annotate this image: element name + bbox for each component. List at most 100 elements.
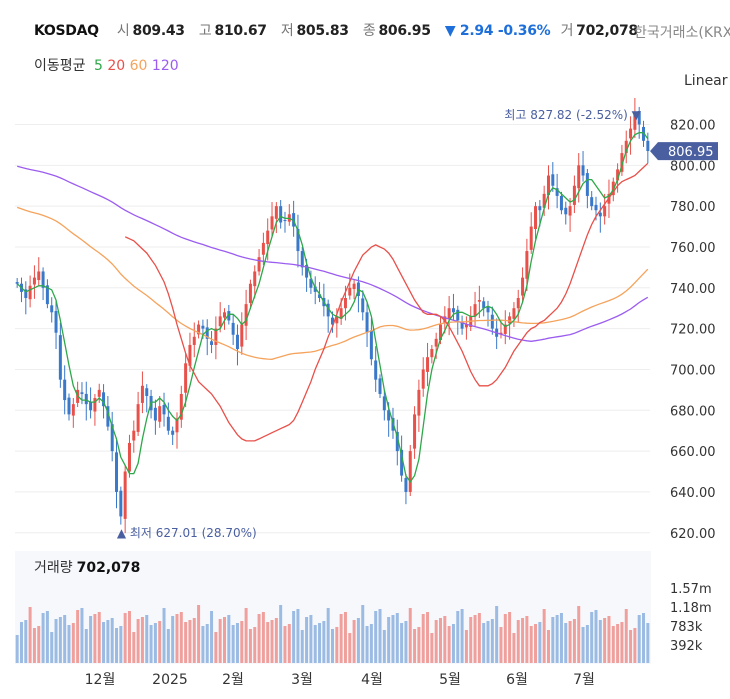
volume-bar xyxy=(464,630,468,663)
candle-body xyxy=(499,332,503,335)
x-tick-label: 6월 xyxy=(506,672,528,688)
volume-bar xyxy=(201,626,205,663)
x-tick-label: 4월 xyxy=(361,672,383,688)
candle-body xyxy=(205,327,209,339)
candle-body xyxy=(45,285,49,305)
volume-bar xyxy=(227,615,231,663)
low-value: 805.83 xyxy=(296,23,349,39)
candle-body xyxy=(123,471,127,519)
ma-120-line xyxy=(17,165,649,342)
candle-body xyxy=(106,406,110,427)
high-label: 고 xyxy=(198,23,212,39)
ma-legend[interactable]: 이동평균 5 20 60 120 xyxy=(34,55,179,75)
candle-body xyxy=(603,206,607,217)
candle-body xyxy=(188,344,192,366)
volume-panel-title: 거래량 xyxy=(34,560,73,576)
candle-body xyxy=(162,404,166,415)
volume-bar xyxy=(123,613,127,663)
volume-bar xyxy=(413,629,417,663)
volume-tick-label: 1.57m xyxy=(670,582,712,597)
candle-body xyxy=(80,392,84,394)
volume-bar xyxy=(253,627,257,663)
volume-bar xyxy=(175,614,179,663)
volume-bar xyxy=(555,615,559,663)
volume-bar xyxy=(456,611,460,663)
volume-bar xyxy=(421,614,425,663)
symbol-name[interactable]: KOSDAQ xyxy=(34,23,99,39)
candle-body xyxy=(145,388,149,396)
candle-body xyxy=(153,407,157,421)
volume-bar xyxy=(572,619,576,663)
volume-bar xyxy=(356,618,360,663)
volume-bar xyxy=(529,626,533,663)
volume-bar xyxy=(443,616,447,663)
volume-bar xyxy=(184,622,188,663)
x-tick-label: 3월 xyxy=(291,672,313,688)
candle-body xyxy=(158,406,162,422)
volume-bar xyxy=(598,620,602,663)
y-tick-label: 720.00 xyxy=(670,323,716,338)
candle-body xyxy=(274,206,278,219)
candle-body xyxy=(37,271,41,281)
candle-body xyxy=(490,314,494,329)
ma-20-line xyxy=(124,162,649,442)
candle-body xyxy=(63,379,67,401)
volume-bar xyxy=(581,627,585,663)
candle-body xyxy=(343,298,347,309)
volume-bar xyxy=(387,617,391,663)
ma-legend-item-120[interactable]: 120 xyxy=(151,58,179,74)
volume-bar xyxy=(590,612,594,663)
ma-legend-item-5[interactable]: 5 xyxy=(93,58,103,74)
volume-bar xyxy=(71,623,75,663)
candle-body xyxy=(555,188,559,196)
candle-body xyxy=(348,287,352,296)
volume-bar xyxy=(616,624,620,663)
volume-bar xyxy=(564,623,568,663)
volume-bar xyxy=(404,621,408,663)
volume-bar xyxy=(551,617,555,663)
volume-bar xyxy=(594,610,598,663)
last-price-label: 806.95 xyxy=(668,145,714,160)
y-tick-label: 800.00 xyxy=(670,159,716,174)
candle-body xyxy=(637,111,641,125)
candle-body xyxy=(365,312,369,333)
volume-bar xyxy=(261,612,265,663)
scale-mode-toggle[interactable]: Linear xyxy=(684,73,728,89)
candle-body xyxy=(361,298,365,313)
candle-body xyxy=(15,282,19,284)
candle-body xyxy=(318,294,322,299)
candle-body xyxy=(93,398,97,412)
candle-body xyxy=(283,220,287,222)
ma-legend-item-20[interactable]: 20 xyxy=(107,58,126,74)
volume-bar xyxy=(391,615,395,663)
volume-bar xyxy=(624,609,628,663)
candle-body xyxy=(564,207,568,215)
volume-bar xyxy=(495,606,499,663)
volume-bar xyxy=(309,615,313,663)
candle-body xyxy=(300,251,304,268)
volume-bar xyxy=(37,626,41,663)
exchange-name: 한국거래소(KRX) xyxy=(634,25,730,41)
volume-bar xyxy=(223,617,227,663)
ma-legend-item-60[interactable]: 60 xyxy=(129,58,148,74)
volume-bar xyxy=(41,613,45,663)
candle-body xyxy=(629,128,633,139)
candle-body xyxy=(84,393,88,405)
volume-bar xyxy=(430,633,434,663)
candle-body xyxy=(408,451,412,492)
y-tick-label: 780.00 xyxy=(670,200,716,215)
candle-body xyxy=(227,311,231,321)
candle-body xyxy=(503,324,507,334)
candle-body xyxy=(456,309,460,321)
candle-body xyxy=(119,490,123,517)
volume-bar xyxy=(274,618,278,663)
candle-body xyxy=(451,308,455,313)
candle-body xyxy=(378,378,382,394)
candle-body xyxy=(67,397,71,415)
candle-body xyxy=(313,286,317,292)
volume-bar xyxy=(244,608,248,663)
volume-bar xyxy=(434,620,438,663)
volume-bar xyxy=(486,621,490,663)
volume-bar xyxy=(296,609,300,663)
